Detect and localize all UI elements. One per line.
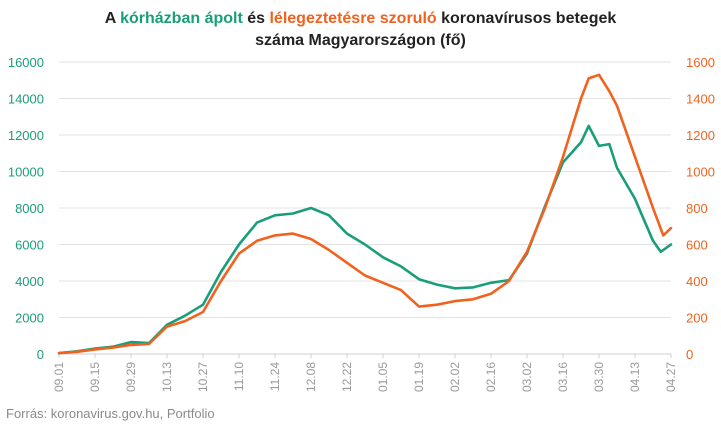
x-tick-label: 03.02	[520, 362, 534, 392]
x-tick-label: 04.27	[664, 362, 678, 392]
y-right-tick-label: 600	[686, 238, 708, 253]
y-right-tick-label: 1600	[686, 55, 715, 70]
x-tick-label: 02.02	[448, 362, 462, 392]
y-left-tick-label: 16000	[8, 55, 44, 70]
y-right-tick-label: 400	[686, 274, 708, 289]
y-right-tick-label: 0	[686, 347, 693, 362]
series-line-ventilated	[57, 73, 673, 355]
x-tick-label: 11.10	[232, 362, 246, 391]
y-left-tick-label: 2000	[15, 311, 44, 326]
x-tick-label: 09.15	[88, 362, 102, 392]
title-part1: A	[104, 10, 121, 27]
x-tick-label: 11.24	[268, 362, 282, 391]
title-hospitalized-label: kórházban ápolt	[120, 10, 243, 27]
title-ventilated-label: lélegeztetésre szoruló	[269, 10, 437, 27]
series-line-hospitalized	[57, 124, 673, 355]
title-line-2: száma Magyarországon (fő)	[255, 32, 466, 49]
source-note: Forrás: koronavirus.gov.hu, Portfolio	[6, 406, 215, 421]
title-part2: és	[242, 10, 270, 27]
y-right-tick-label: 200	[686, 311, 708, 326]
y-right-tick-label: 800	[686, 201, 708, 216]
y-left-tick-label: 14000	[8, 92, 44, 107]
y-right-tick-label: 1400	[686, 92, 715, 107]
y-right-tick-label: 1200	[686, 128, 715, 143]
y-left-tick-label: 8000	[15, 201, 44, 216]
y-left-tick-label: 12000	[8, 128, 44, 143]
y-left-tick-label: 0	[37, 347, 44, 362]
x-tick-label: 09.29	[124, 362, 138, 392]
x-tick-label: 09.01	[52, 362, 66, 392]
title-line-1: A kórházban ápolt és lélegeztetésre szor…	[0, 8, 721, 30]
x-tick-label: 01.05	[376, 362, 390, 392]
x-tick-label: 10.13	[160, 362, 174, 392]
y-left-tick-label: 10000	[8, 165, 44, 180]
y-right-tick-label: 1000	[686, 165, 715, 180]
x-tick-label: 02.16	[484, 362, 498, 392]
y-left-tick-label: 6000	[15, 238, 44, 253]
x-tick-label: 12.22	[340, 362, 354, 392]
title-part3: koronavírusos betegek	[436, 10, 617, 27]
x-tick-label: 01.19	[412, 362, 426, 392]
x-tick-label: 03.30	[592, 362, 606, 392]
x-tick-label: 10.27	[196, 362, 210, 392]
chart-title: A kórházban ápolt és lélegeztetésre szor…	[0, 8, 721, 52]
y-left-tick-label: 4000	[15, 274, 44, 289]
x-tick-label: 12.08	[304, 362, 318, 392]
x-tick-label: 03.16	[556, 362, 570, 392]
x-tick-label: 04.13	[628, 362, 642, 392]
